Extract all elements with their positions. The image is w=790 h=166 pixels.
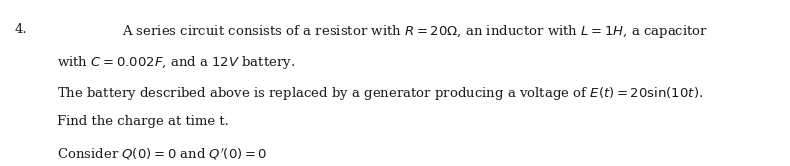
Text: 4.: 4. [14, 23, 27, 36]
Text: A series circuit consists of a resistor with $R = 20\Omega$, an inductor with $L: A series circuit consists of a resistor … [122, 23, 709, 40]
Text: Find the charge at time t.: Find the charge at time t. [57, 115, 229, 128]
Text: with $C = 0.002F$, and a $12V$ battery.: with $C = 0.002F$, and a $12V$ battery. [57, 54, 295, 71]
Text: Consider $Q(0) = 0$ and $Q'(0) = 0$: Consider $Q(0) = 0$ and $Q'(0) = 0$ [57, 146, 267, 162]
Text: The battery described above is replaced by a generator producing a voltage of $E: The battery described above is replaced … [57, 85, 703, 102]
